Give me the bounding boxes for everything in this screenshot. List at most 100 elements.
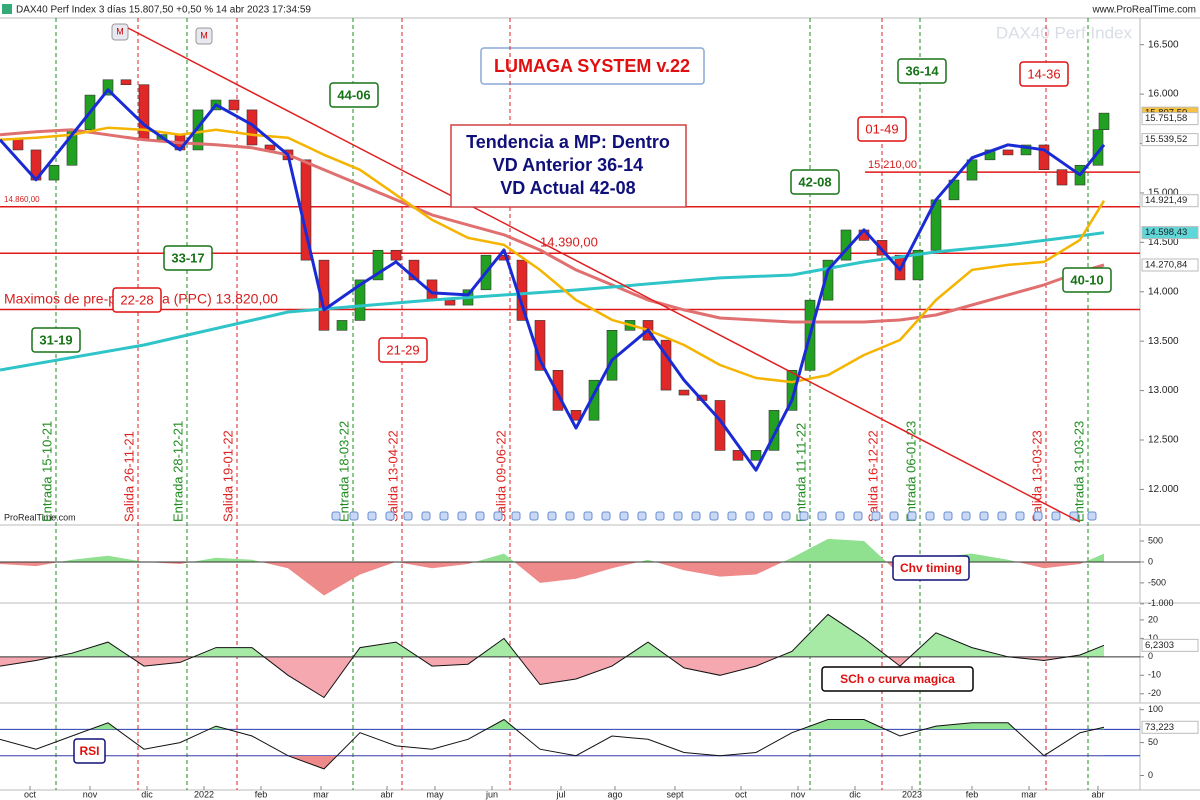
score-label: 31-19: [39, 332, 72, 347]
level-label: 15.210,00: [868, 159, 917, 171]
value-tag-label: 73,223: [1145, 722, 1174, 733]
event-icon: [421, 511, 431, 521]
signal-label: Entrada 18-03-22: [336, 421, 351, 522]
event-icon: [565, 511, 575, 521]
event-icon: [853, 511, 863, 521]
price-tag-label: 15.539,52: [1145, 134, 1187, 145]
y-tick-label: 15.000: [1148, 188, 1179, 199]
event-icon: [961, 511, 971, 521]
candle: [48, 164, 60, 181]
indicator-label: Chv timing: [900, 561, 962, 575]
event-icon: [439, 511, 449, 521]
signal-label: Entrada 06-01-23: [903, 421, 918, 522]
score-box: [790, 169, 840, 195]
x-tick-label: sept: [666, 789, 684, 799]
score-box: [329, 82, 379, 108]
value-tag: [1141, 720, 1199, 734]
event-icon: [727, 511, 737, 521]
event-icon: [475, 511, 485, 521]
indicator-label-box: [892, 555, 970, 581]
event-icon: [1087, 511, 1097, 521]
candle: [786, 370, 798, 411]
x-tick-label: 2022: [194, 789, 214, 799]
candle: [318, 259, 330, 331]
y-tick-label: 12.500: [1148, 435, 1179, 446]
event-icon: [385, 511, 395, 521]
score-label: 21-29: [386, 342, 419, 357]
candle: [660, 339, 672, 391]
y-tick-label: -1.000: [1148, 598, 1174, 608]
signal-label: Entrada 15-10-21: [39, 421, 54, 522]
score-box: [897, 58, 947, 84]
signal-label: Entrada 11-11-22: [793, 423, 808, 522]
trend-box: [450, 124, 687, 208]
y-tick-label: 13.000: [1148, 385, 1179, 396]
watermark: DAX40 Perf Index: [996, 23, 1133, 42]
candle: [732, 450, 744, 461]
price-tag-label: 14.598,43: [1145, 227, 1187, 238]
score-label: 01-49: [865, 121, 898, 136]
y-tick-label: 16.000: [1148, 89, 1179, 100]
candle: [768, 410, 780, 451]
x-tick-label: nov: [83, 789, 98, 799]
candle: [1056, 169, 1068, 186]
x-tick-label: nov: [791, 789, 806, 799]
event-icon: [601, 511, 611, 521]
marker-box: [195, 27, 213, 45]
candle: [750, 450, 762, 461]
header-site: www.ProRealTime.com: [1091, 5, 1196, 16]
event-icon: [781, 511, 791, 521]
event-icon: [871, 511, 881, 521]
candle: [552, 370, 564, 411]
event-icon: [835, 511, 845, 521]
x-tick-label: ago: [607, 789, 622, 799]
header-info: DAX40 Perf Index 3 días 15.807,50 +0,50 …: [16, 5, 311, 16]
candle: [1038, 144, 1050, 171]
area-positive: [0, 614, 1104, 657]
event-icon: [511, 511, 521, 521]
y-tick-label: -10: [1148, 670, 1161, 680]
candle: [102, 79, 114, 96]
value-tag: [1141, 638, 1199, 652]
x-tick-label: jun: [485, 789, 498, 799]
area-negative: [0, 656, 1104, 698]
marker-box: [111, 23, 129, 41]
trend-line-text: VD Anterior 36-14: [493, 155, 643, 175]
rsi-overbought: [90, 719, 1104, 730]
event-icon: [367, 511, 377, 521]
event-icon: [1015, 511, 1025, 521]
indicator-label-box: [73, 738, 106, 764]
score-label: 14-36: [1027, 66, 1060, 81]
trend-line: [127, 27, 1081, 523]
event-icon: [799, 511, 809, 521]
score-box: [857, 116, 907, 142]
x-tick-label: 2023: [902, 789, 922, 799]
x-tick-label: abr: [380, 789, 393, 799]
candle: [192, 109, 204, 151]
event-icon: [979, 511, 989, 521]
event-icon: [691, 511, 701, 521]
event-icon: [817, 511, 827, 521]
event-icon: [493, 511, 503, 521]
brand-logo: ProRealTime.com: [4, 512, 76, 522]
signal-label: Salida 19-01-22: [220, 430, 235, 522]
event-icon: [1033, 511, 1043, 521]
signal-label: Entrada 31-03-23: [1071, 421, 1086, 522]
level-label: 14.390,00: [540, 234, 598, 249]
event-icon: [349, 511, 359, 521]
event-icon: [1051, 511, 1061, 521]
y-tick-label: 50: [1148, 737, 1158, 747]
signal-label: Salida 09-06-22: [493, 430, 508, 522]
candle: [570, 410, 582, 421]
candle: [1098, 112, 1110, 130]
x-tick-label: feb: [966, 789, 979, 799]
moving-average: [0, 88, 1106, 472]
score-box: [163, 245, 213, 271]
indicator-label-box: [821, 666, 974, 692]
x-tick-label: dic: [141, 789, 153, 799]
signal-label: Salida 13-03-23: [1029, 430, 1044, 522]
event-icon: [673, 511, 683, 521]
y-tick-label: 500: [1148, 535, 1163, 545]
event-icon: [997, 511, 1007, 521]
